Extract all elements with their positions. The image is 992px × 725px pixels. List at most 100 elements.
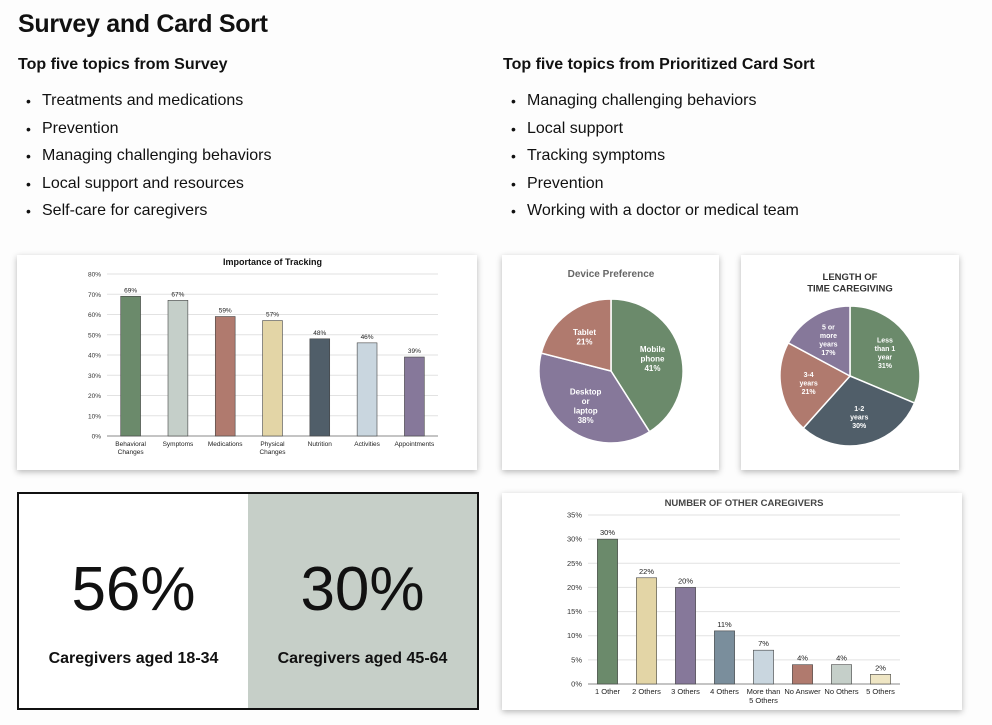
bar: [597, 538, 618, 685]
stat-label: Caregivers aged 45-64: [277, 650, 448, 667]
pie-slice-label: years: [799, 381, 817, 388]
chart-title: TIME CAREGIVING: [807, 284, 893, 295]
pie-slice-label: Less: [877, 337, 893, 344]
bar: [792, 664, 813, 685]
bar: [167, 300, 189, 437]
pie-slice-label: 21%: [802, 389, 817, 396]
chart-title: Importance of Tracking: [223, 257, 322, 267]
survey-heading: Top five topics from Survey: [18, 56, 228, 73]
y-tick-label: 60%: [88, 312, 101, 319]
cardsort-topic-item: Working with a doctor or medical team: [503, 200, 799, 228]
y-tick-label: 70%: [88, 292, 101, 299]
bar: [870, 674, 891, 685]
y-tick-label: 0%: [92, 434, 102, 441]
bar-data-label: 69%: [124, 287, 137, 294]
pie-slice-label: 31%: [878, 363, 893, 370]
bar-data-label: 48%: [313, 330, 326, 337]
pie-slice-label: years: [850, 414, 868, 421]
survey-topic-list: Treatments and medications Prevention Ma…: [18, 90, 272, 228]
bar: [831, 664, 852, 685]
pie-slice-label: Mobile: [640, 345, 666, 354]
bar-data-label: 57%: [266, 312, 279, 319]
bar: [120, 295, 141, 437]
cardsort-topic-item: Prevention: [503, 173, 799, 201]
x-category-label: 3 Others: [671, 687, 700, 696]
pie-slice-label: 1-2: [854, 406, 864, 413]
bar-data-label: 46%: [361, 334, 374, 341]
pie-slice-label: laptop: [574, 406, 598, 415]
bar-data-label: 22%: [639, 567, 654, 576]
x-category-label: Changes: [118, 449, 145, 456]
y-tick-label: 20%: [567, 583, 582, 592]
bar-data-label: 4%: [797, 654, 808, 663]
y-tick-label: 5%: [571, 655, 582, 664]
bar-data-label: 30%: [600, 528, 615, 537]
y-tick-label: 80%: [88, 272, 101, 279]
x-category-label: 5 Others: [866, 687, 895, 696]
pie-slice-label: 3-4: [804, 372, 814, 379]
pie-slice: [540, 298, 612, 372]
x-category-label: Nutrition: [308, 441, 333, 448]
x-category-label: No Others: [824, 687, 858, 696]
age-stats-panel: 56% Caregivers aged 18-34 30% Caregivers…: [17, 492, 479, 710]
bar-data-label: 4%: [836, 654, 847, 663]
cardsort-topic-list: Managing challenging behaviors Local sup…: [503, 90, 799, 228]
y-tick-label: 30%: [567, 535, 582, 544]
x-category-label: More than: [747, 687, 781, 696]
x-category-label: Activities: [354, 441, 380, 448]
other-caregivers-bar-chart: NUMBER OF OTHER CAREGIVERS 0% 5% 10% 15% 20% 2…: [567, 498, 900, 705]
pie-slice-label: year: [878, 354, 893, 361]
x-category-label: Changes: [259, 449, 286, 456]
stat-value: 56%: [71, 555, 196, 624]
tracking-bar-chart: Importance of Tracking 0% 10% 20% 30% 40% 50% 6…: [88, 257, 438, 456]
survey-topic-item: Self-care for caregivers: [18, 200, 272, 228]
x-category-label: Behavioral: [115, 441, 146, 448]
pie-slice-label: 41%: [644, 364, 660, 373]
pie-slice-label: or: [582, 397, 590, 406]
survey-topic-item: Local support and resources: [18, 173, 272, 201]
cardsort-topic-item: Tracking symptoms: [503, 145, 799, 173]
pie-slice-label: 38%: [578, 416, 594, 425]
bar: [214, 316, 236, 437]
y-tick-label: 40%: [88, 353, 101, 360]
pie-slice: [787, 305, 851, 378]
pie-slice: [849, 305, 921, 405]
cardsort-topic-item: Managing challenging behaviors: [503, 90, 799, 118]
pie-slice: [802, 375, 916, 447]
caregiving-time-chart-card: LENGTH OF TIME CAREGIVING Less than 1 year 31…: [741, 255, 959, 470]
pie-slice: [779, 341, 852, 430]
survey-topic-item: Prevention: [18, 118, 272, 146]
bar: [675, 587, 696, 685]
bar: [714, 630, 735, 685]
bar-data-label: 39%: [408, 348, 421, 355]
other-caregivers-chart-card: NUMBER OF OTHER CAREGIVERS 0% 5% 10% 15% 20% 2…: [502, 493, 962, 710]
bar: [309, 338, 331, 437]
pie-slice-label: 30%: [852, 423, 867, 430]
x-category-label: Medications: [208, 441, 243, 448]
bar: [262, 320, 283, 437]
stat-value: 30%: [300, 555, 425, 624]
bar-data-label: 59%: [219, 308, 232, 315]
stat-label: Caregivers aged 18-34: [48, 650, 219, 667]
bar-data-label: 2%: [875, 663, 886, 672]
pie-slice-label: 5 or: [822, 325, 835, 332]
y-tick-label: 10%: [88, 413, 101, 420]
pie-slice-label: years: [819, 342, 837, 349]
x-category-label: No Answer: [784, 687, 821, 696]
pie-slice-label: Desktop: [570, 387, 602, 396]
chart-title: LENGTH OF: [823, 272, 878, 283]
pie-slice-label: 21%: [577, 337, 593, 346]
survey-topic-item: Treatments and medications: [18, 90, 272, 118]
y-tick-label: 35%: [567, 511, 582, 520]
y-tick-label: 30%: [88, 373, 101, 380]
y-tick-label: 0%: [571, 680, 582, 689]
bar: [636, 577, 657, 685]
age-stat-18-34: 56% Caregivers aged 18-34: [19, 494, 248, 708]
bar-data-label: 67%: [171, 291, 184, 298]
pie-slice-label: Tablet: [573, 328, 596, 337]
y-tick-label: 15%: [567, 607, 582, 616]
x-category-label: 2 Others: [632, 687, 661, 696]
pie-slice: [538, 352, 651, 444]
pie-slice-label: more: [820, 333, 837, 340]
